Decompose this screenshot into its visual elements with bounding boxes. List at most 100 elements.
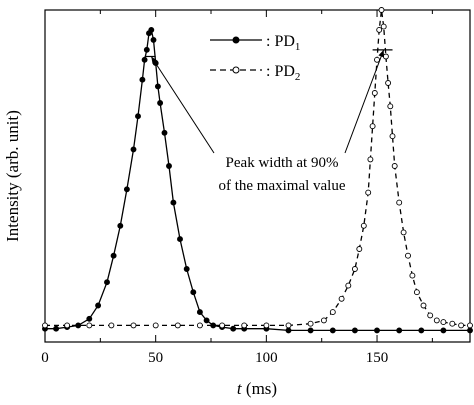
data-point-pd2 bbox=[369, 123, 376, 130]
data-point-pd2 bbox=[174, 322, 181, 329]
data-point-pd1 bbox=[141, 56, 148, 63]
data-point-pd2 bbox=[467, 322, 473, 329]
data-point-pd1 bbox=[190, 289, 197, 296]
data-point-pd2 bbox=[263, 322, 270, 329]
data-point-pd1 bbox=[440, 327, 447, 334]
data-point-pd1 bbox=[196, 309, 203, 316]
legend-pd2-marker bbox=[232, 66, 240, 74]
plot-frame bbox=[44, 9, 471, 343]
data-point-pd1 bbox=[396, 327, 403, 334]
annotation-line2: of the maximal value bbox=[218, 178, 345, 194]
data-point-pd1 bbox=[135, 113, 141, 120]
data-point-pd2 bbox=[351, 266, 358, 272]
x-tick-label: 0 bbox=[41, 350, 49, 366]
data-point-pd2 bbox=[382, 53, 389, 60]
data-point-pd2 bbox=[409, 272, 416, 279]
data-point-pd2 bbox=[385, 80, 392, 86]
annotation-arrowhead-2 bbox=[378, 49, 385, 58]
annotation-arrowhead-1 bbox=[151, 56, 158, 64]
data-point-pd1 bbox=[161, 129, 168, 136]
data-point-pd2 bbox=[64, 322, 71, 329]
data-point-pd2 bbox=[458, 322, 465, 329]
data-point-pd2 bbox=[130, 322, 137, 329]
data-point-pd2 bbox=[400, 229, 407, 236]
data-point-pd1 bbox=[150, 36, 157, 43]
data-point-pd1 bbox=[203, 317, 210, 324]
data-point-pd1 bbox=[177, 236, 183, 243]
data-point-pd2 bbox=[378, 7, 385, 13]
x-axis-label: t (ms) bbox=[237, 379, 277, 398]
data-point-pd2 bbox=[387, 103, 394, 110]
data-point-pd1 bbox=[53, 325, 60, 332]
data-point-pd2 bbox=[356, 246, 363, 252]
data-point-pd1 bbox=[285, 327, 292, 334]
data-point-pd1 bbox=[157, 100, 164, 106]
annotation-arrow-1 bbox=[150, 56, 215, 154]
data-point-pd2 bbox=[413, 289, 420, 296]
data-point-pd2 bbox=[285, 322, 292, 329]
data-point-pd2 bbox=[449, 320, 456, 327]
data-point-pd1 bbox=[110, 252, 117, 259]
data-point-pd1 bbox=[307, 327, 314, 334]
data-point-pd2 bbox=[365, 189, 372, 196]
legend-pd1-label: : PD1 bbox=[266, 33, 300, 53]
y-axis-label: Intensity (arb. unit) bbox=[3, 110, 22, 242]
x-axis-ticks: 0 50 100 150 bbox=[41, 10, 433, 366]
data-point-pd2 bbox=[376, 26, 383, 33]
data-point-pd2 bbox=[219, 322, 226, 329]
data-point-pd1 bbox=[130, 146, 137, 153]
x-tick-label: 100 bbox=[255, 350, 278, 366]
data-point-pd2 bbox=[391, 163, 398, 169]
data-point-pd1 bbox=[154, 83, 161, 90]
data-point-pd2 bbox=[86, 322, 93, 329]
data-point-pd1 bbox=[230, 325, 237, 332]
data-point-pd1 bbox=[148, 26, 155, 33]
data-point-pd1 bbox=[139, 76, 146, 83]
data-point-pd2 bbox=[440, 319, 447, 326]
data-point-pd1 bbox=[351, 327, 358, 334]
data-point-pd1 bbox=[170, 199, 177, 206]
data-point-pd2 bbox=[338, 295, 345, 302]
data-point-pd1 bbox=[104, 279, 110, 286]
data-point-pd2 bbox=[371, 90, 378, 96]
data-point-pd1 bbox=[166, 163, 172, 169]
data-point-pd1 bbox=[467, 327, 473, 334]
data-point-pd2 bbox=[42, 322, 48, 329]
data-point-pd1 bbox=[329, 327, 336, 334]
legend-pd1-marker bbox=[232, 36, 240, 44]
data-point-pd2 bbox=[389, 133, 396, 140]
legend-pd2-label: : PD2 bbox=[266, 63, 300, 83]
data-point-pd2 bbox=[307, 320, 314, 327]
data-point-pd2 bbox=[196, 322, 203, 329]
data-point-pd1 bbox=[117, 222, 124, 229]
data-point-pd2 bbox=[427, 312, 434, 319]
legend: : PD1 : PD2 bbox=[210, 33, 300, 83]
data-point-pd2 bbox=[367, 156, 374, 163]
x-tick-label: 150 bbox=[366, 350, 389, 366]
data-point-pd2 bbox=[420, 302, 427, 309]
data-point-pd1 bbox=[123, 186, 130, 193]
data-point-pd2 bbox=[360, 222, 367, 229]
data-point-pd1 bbox=[95, 302, 102, 309]
data-point-pd2 bbox=[241, 322, 248, 329]
data-point-pd2 bbox=[152, 322, 159, 329]
data-point-pd2 bbox=[329, 309, 336, 316]
data-point-pd1 bbox=[143, 46, 150, 53]
data-point-pd1 bbox=[418, 327, 425, 334]
data-point-pd2 bbox=[405, 252, 411, 259]
series-layer bbox=[42, 7, 473, 334]
data-point-pd1 bbox=[183, 266, 190, 272]
annotation: Peak width at 90% of the maximal value bbox=[144, 49, 393, 194]
x-tick-label: 50 bbox=[148, 350, 163, 366]
annotation-line1: Peak width at 90% bbox=[226, 155, 339, 171]
data-point-pd2 bbox=[320, 317, 327, 324]
data-point-pd2 bbox=[108, 322, 115, 329]
data-point-pd2 bbox=[345, 282, 352, 289]
data-point-pd2 bbox=[396, 199, 403, 206]
annotation-arrow-2 bbox=[344, 49, 385, 154]
data-point-pd2 bbox=[433, 317, 440, 324]
data-point-pd1 bbox=[374, 327, 380, 334]
data-point-pd2 bbox=[380, 23, 387, 30]
series-line-pd2 bbox=[45, 9, 470, 327]
